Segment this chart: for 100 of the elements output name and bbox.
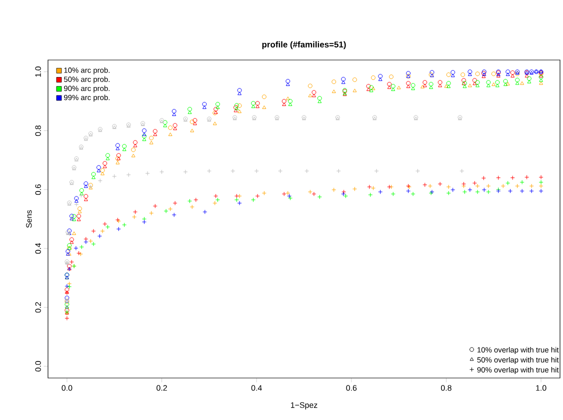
point [64, 284, 70, 288]
point [438, 80, 442, 85]
point [515, 78, 520, 82]
point [341, 76, 346, 82]
point [336, 168, 341, 174]
point [67, 243, 72, 248]
point [105, 153, 110, 158]
point [188, 106, 192, 112]
point [237, 103, 242, 108]
point [84, 194, 88, 199]
point [163, 124, 168, 128]
point [282, 192, 286, 196]
point [460, 72, 466, 77]
point [152, 129, 158, 134]
point [462, 84, 467, 88]
point [495, 80, 500, 85]
point [529, 184, 534, 188]
point [84, 181, 88, 186]
point [234, 194, 239, 198]
point [64, 287, 70, 292]
point [70, 240, 74, 244]
point [84, 240, 88, 244]
point [116, 226, 121, 232]
point [251, 104, 256, 108]
point [446, 84, 451, 88]
point [312, 192, 316, 196]
point [74, 246, 78, 250]
point [84, 236, 88, 242]
point [492, 82, 496, 86]
point [84, 184, 88, 188]
point [390, 192, 396, 196]
point [67, 264, 72, 268]
point [500, 184, 506, 188]
point [388, 74, 394, 80]
point [446, 81, 451, 86]
point [529, 188, 534, 194]
point [282, 98, 286, 104]
point [520, 188, 524, 194]
point [374, 168, 379, 174]
point [420, 84, 424, 88]
point [262, 190, 266, 196]
point [410, 83, 416, 88]
point [370, 75, 376, 80]
point [194, 198, 198, 202]
point [230, 168, 236, 174]
point [192, 122, 197, 126]
point [486, 184, 491, 188]
point [368, 192, 373, 198]
point [84, 198, 88, 202]
point [288, 102, 292, 106]
point [172, 108, 176, 114]
point [131, 148, 136, 152]
point [132, 210, 138, 214]
point [122, 148, 126, 152]
point [378, 74, 383, 78]
point [450, 188, 456, 192]
point [142, 138, 146, 142]
point [504, 82, 508, 86]
point [308, 94, 312, 98]
point [100, 168, 105, 173]
point [387, 85, 392, 89]
point [100, 172, 104, 176]
point [122, 222, 127, 228]
point [410, 192, 416, 196]
point [116, 153, 121, 158]
point [538, 180, 544, 184]
point [164, 208, 168, 214]
point [378, 77, 382, 81]
point [91, 228, 96, 234]
point [282, 102, 286, 106]
point [172, 112, 176, 116]
point [100, 228, 105, 234]
point [91, 172, 96, 176]
point [317, 194, 322, 200]
point [126, 172, 131, 178]
point [256, 104, 260, 108]
point [472, 180, 477, 186]
point [69, 260, 74, 264]
point [370, 186, 376, 190]
point [429, 85, 434, 89]
point [254, 168, 259, 174]
point [462, 78, 466, 83]
point [475, 190, 480, 194]
point [332, 188, 336, 192]
point [102, 164, 107, 168]
point [475, 80, 480, 85]
point [486, 80, 491, 85]
point [422, 80, 428, 85]
point [341, 80, 346, 84]
point [238, 92, 242, 96]
point [391, 87, 396, 91]
point [74, 196, 79, 201]
point [237, 88, 242, 93]
point [91, 242, 96, 246]
point [468, 84, 472, 88]
point [286, 96, 290, 100]
point [149, 210, 154, 216]
point [318, 100, 322, 104]
point [496, 176, 501, 180]
point [251, 101, 256, 106]
